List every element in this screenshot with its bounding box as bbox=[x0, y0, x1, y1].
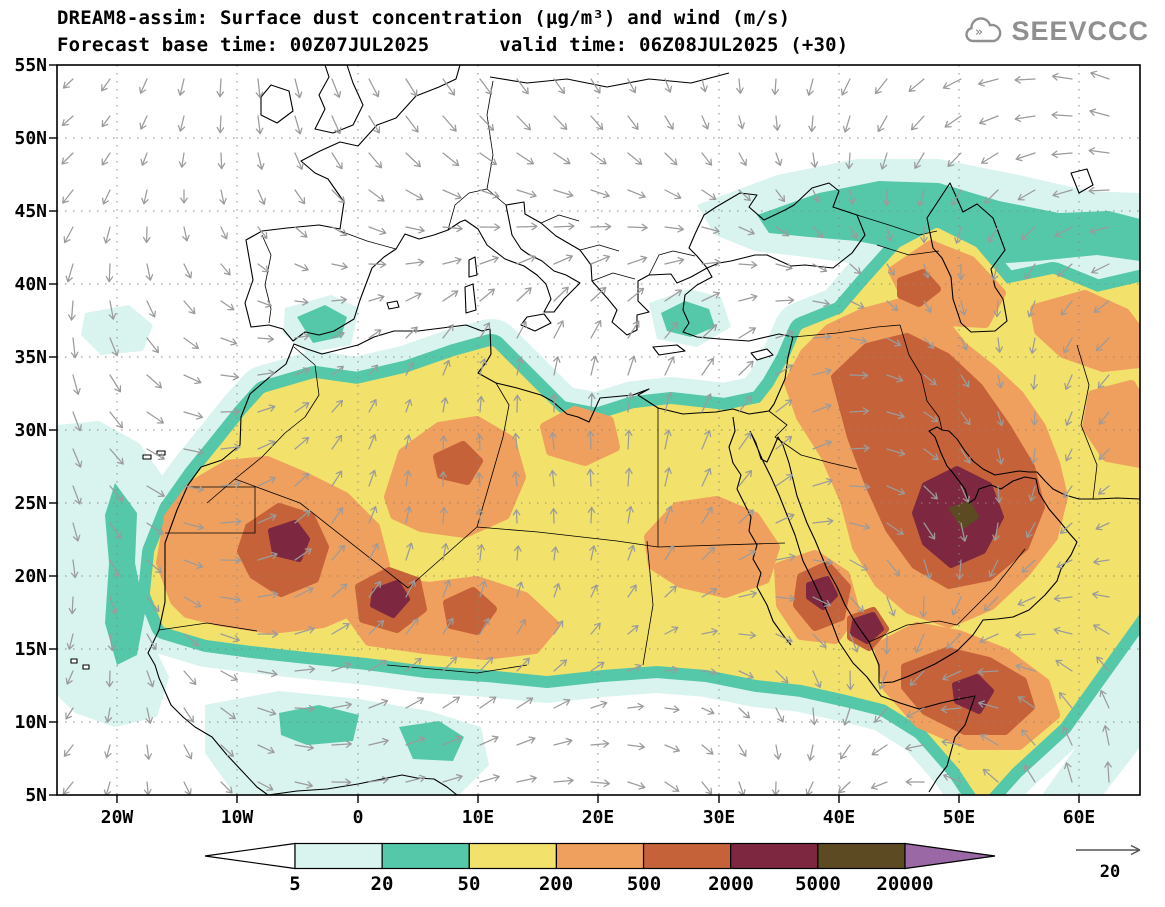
y-tick-label: 25N bbox=[14, 493, 47, 514]
wind-reference: 20 bbox=[1076, 844, 1141, 882]
wind-reference-label: 20 bbox=[1100, 862, 1120, 882]
x-tick-label: 30E bbox=[703, 807, 736, 828]
legend-threshold-label: 500 bbox=[627, 873, 661, 895]
legend-below-min-arrow bbox=[204, 842, 296, 870]
legend-threshold-label: 20000 bbox=[876, 873, 933, 895]
y-tick-label: 20N bbox=[14, 566, 47, 587]
cloud-logo-icon: » bbox=[965, 16, 1002, 42]
legend-segment bbox=[294, 842, 383, 870]
legend-threshold-label: 200 bbox=[539, 873, 573, 895]
chart-subtitle: Forecast base time: 00Z07JUL2025 valid t… bbox=[57, 34, 849, 56]
legend-segment bbox=[555, 842, 645, 870]
x-tick-label: 60E bbox=[1063, 807, 1096, 828]
legend-segment bbox=[468, 842, 558, 870]
wind-arrows-layer bbox=[61, 70, 1112, 795]
axis-ticks bbox=[49, 64, 1080, 803]
plot-area: 55N 50N 45N 40N 35N 30N 25N 20N 15N 10N … bbox=[14, 55, 1141, 828]
legend-above-max-arrow bbox=[904, 842, 996, 870]
x-tick-label: 20W bbox=[101, 807, 134, 828]
graticule-layer bbox=[57, 65, 1140, 795]
legend-threshold-label: 20 bbox=[371, 873, 394, 895]
y-tick-label: 55N bbox=[14, 55, 47, 76]
x-axis-labels: 20W 10W 0 10E 20E 30E 40E 50E 60E bbox=[101, 807, 1096, 828]
x-tick-label: 20E bbox=[582, 807, 615, 828]
dust-region-20-50 bbox=[105, 181, 1140, 761]
seevccc-logo: » SEEVCCC bbox=[962, 16, 1149, 47]
chart-title: DREAM8-assim: Surface dust concentration… bbox=[57, 7, 791, 29]
y-tick-label: 10N bbox=[14, 712, 47, 733]
x-tick-label: 10E bbox=[462, 807, 495, 828]
svg-text:»: » bbox=[975, 25, 983, 40]
islands bbox=[70, 65, 774, 670]
y-tick-label: 5N bbox=[25, 785, 47, 806]
dust-concentration-layer bbox=[57, 159, 1140, 795]
x-tick-label: 0 bbox=[353, 807, 364, 828]
legend-segment bbox=[730, 842, 819, 870]
map-canvas: 55N 50N 45N 40N 35N 30N 25N 20N 15N 10N … bbox=[14, 55, 1141, 828]
logo-text: SEEVCCC bbox=[1011, 16, 1149, 46]
x-tick-label: 50E bbox=[943, 807, 976, 828]
y-axis-labels: 55N 50N 45N 40N 35N 30N 25N 20N 15N 10N … bbox=[14, 55, 47, 806]
x-tick-label: 40E bbox=[823, 807, 856, 828]
y-tick-label: 30N bbox=[14, 420, 47, 441]
y-tick-label: 40N bbox=[14, 274, 47, 295]
wind-reference-arrow-icon bbox=[1076, 844, 1141, 856]
y-tick-label: 15N bbox=[14, 639, 47, 660]
y-tick-label: 50N bbox=[14, 128, 47, 149]
legend-segment bbox=[381, 842, 470, 870]
legend-labels: 5 20 50 200 500 2000 5000 20000 bbox=[289, 873, 933, 895]
legend-segment bbox=[817, 842, 906, 870]
x-tick-label: 10W bbox=[221, 807, 254, 828]
legend-threshold-label: 5 bbox=[289, 873, 300, 895]
y-tick-label: 35N bbox=[14, 347, 47, 368]
legend-segment bbox=[642, 842, 732, 870]
country-borders bbox=[158, 80, 1098, 674]
legend-threshold-label: 50 bbox=[458, 873, 481, 895]
dust-color-legend: 5 20 50 200 500 2000 5000 20000 bbox=[204, 842, 996, 895]
coastline-layer bbox=[70, 65, 1140, 795]
legend-threshold-label: 5000 bbox=[795, 873, 841, 895]
legend-threshold-label: 2000 bbox=[708, 873, 754, 895]
dust-region-2000-5000 bbox=[268, 466, 1004, 714]
y-tick-label: 45N bbox=[14, 201, 47, 222]
